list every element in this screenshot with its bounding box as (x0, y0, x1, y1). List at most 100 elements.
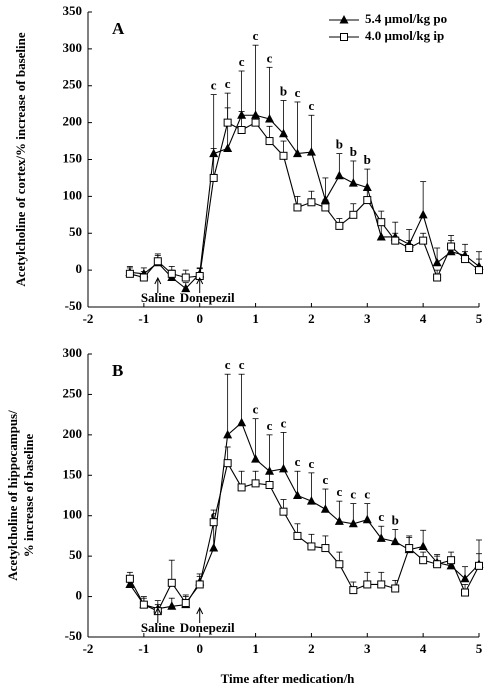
series-line (129, 114, 480, 290)
y-tick-label: 300 (63, 345, 83, 360)
point (251, 110, 261, 119)
point (237, 483, 246, 492)
point (181, 283, 191, 293)
error-bar (238, 373, 245, 423)
y-tick-label: 250 (63, 385, 83, 400)
series-line (129, 421, 480, 610)
y-tick-label: 150 (63, 150, 83, 165)
point (348, 518, 358, 528)
point (321, 544, 330, 553)
point (334, 170, 344, 180)
significance-label: c (239, 357, 245, 372)
arrow-head (196, 276, 204, 285)
error-bar (266, 434, 273, 472)
significance-label: c (253, 402, 259, 417)
point (363, 196, 372, 205)
point (279, 128, 288, 138)
point (139, 273, 148, 282)
point (447, 242, 456, 251)
point (307, 198, 316, 207)
y-tick-label: 100 (63, 187, 83, 202)
error-bar (224, 373, 231, 435)
error-bar (308, 114, 315, 153)
point (391, 584, 400, 593)
point (335, 221, 344, 230)
point (335, 560, 344, 569)
point (348, 178, 358, 187)
y-tick-label: 250 (63, 77, 83, 92)
significance-label: b (336, 137, 343, 152)
x-tick-label: 3 (364, 641, 371, 656)
y-tick-label: 150 (63, 466, 83, 481)
point (432, 257, 442, 267)
error-bar (252, 418, 259, 460)
error-bar (294, 101, 301, 154)
point (209, 543, 219, 552)
annotation-arrow (196, 276, 204, 293)
point (418, 209, 428, 219)
point (377, 218, 386, 227)
legend-label: 5.4 μmol/kg po (365, 11, 447, 26)
significance-label: c (239, 54, 245, 69)
point (460, 573, 470, 583)
point (265, 113, 275, 123)
x-tick-label: -2 (83, 311, 94, 326)
significance-label: c (336, 484, 342, 499)
x-tick-label: -1 (138, 311, 149, 326)
x-tick-label: 2 (308, 641, 315, 656)
y-tick-label: 200 (63, 426, 83, 441)
annotation-arrow (196, 606, 204, 623)
point (293, 203, 302, 212)
significance-label: c (225, 357, 231, 372)
point (320, 195, 330, 204)
y-axis-label: Acetylcholine of cortex/% increase of ba… (13, 32, 28, 287)
point (292, 148, 302, 158)
series (125, 446, 483, 616)
error-bar (266, 66, 273, 119)
point (405, 244, 414, 252)
point (376, 231, 386, 241)
point (419, 236, 428, 245)
point (181, 599, 190, 608)
y-tick-label: 100 (63, 507, 83, 522)
point (279, 507, 288, 516)
point (349, 586, 358, 595)
point (446, 246, 456, 256)
x-tick-label: 0 (196, 641, 203, 656)
point (349, 210, 358, 219)
point (446, 560, 456, 570)
point (181, 273, 190, 282)
significance-label: c (295, 85, 301, 100)
point (223, 118, 232, 127)
x-tick-label: -1 (138, 641, 149, 656)
y-tick-label: 350 (63, 3, 83, 18)
point (418, 541, 428, 550)
error-bar (210, 94, 217, 154)
significance-label: c (281, 415, 287, 430)
arrow-head (154, 606, 162, 615)
y-tick-label: 200 (63, 114, 83, 129)
point (223, 429, 233, 439)
point (362, 514, 372, 524)
series (125, 107, 483, 282)
point (251, 479, 260, 488)
point (334, 516, 344, 525)
point (265, 137, 274, 146)
y-tick-label: 50 (69, 224, 82, 239)
y-tick-label: 50 (69, 547, 82, 562)
x-tick-label: -2 (83, 641, 94, 656)
significance-label: b (280, 83, 287, 98)
x-tick-label: 3 (364, 311, 371, 326)
point (306, 496, 316, 505)
significance-label: c (350, 487, 356, 502)
significance-label: c (267, 418, 273, 433)
point (433, 560, 442, 569)
point (321, 203, 330, 212)
point (307, 542, 316, 551)
point (223, 459, 232, 468)
series: cccccccccccccb (125, 357, 484, 613)
point (237, 417, 247, 427)
point (279, 151, 288, 160)
annotation-arrow (154, 276, 162, 293)
